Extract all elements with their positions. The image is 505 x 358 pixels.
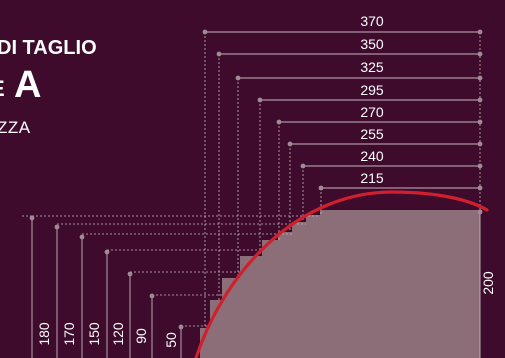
height-label-120: 120	[110, 322, 126, 346]
height-label-200: 200	[480, 271, 496, 295]
width-label-255: 255	[360, 126, 384, 142]
width-label-295: 295	[360, 82, 384, 98]
height-dimension-dots	[29, 209, 483, 330]
title-line-2-prefix: E	[0, 76, 5, 102]
cutting-arc-curve	[194, 190, 489, 358]
width-label-370: 370	[360, 13, 384, 29]
width-label-325: 325	[360, 59, 384, 75]
title-line-1: DI TAGLIO	[0, 37, 97, 59]
height-extension-lines	[22, 215, 320, 327]
height-dimension-lines	[31, 212, 481, 358]
width-label-240: 240	[360, 148, 384, 164]
stepped-profile-shape	[200, 210, 480, 358]
title-line-3: ZZA	[0, 118, 31, 137]
width-label-215: 215	[360, 170, 384, 186]
width-extension-lines	[204, 32, 481, 328]
height-label-170: 170	[61, 322, 77, 346]
height-label-90: 90	[133, 328, 149, 344]
width-label-270: 270	[360, 104, 384, 120]
height-label-150: 150	[86, 322, 102, 346]
height-label-50: 50	[163, 332, 179, 348]
title-line-2-letter: A	[14, 64, 42, 106]
width-dimension-dots	[202, 29, 483, 191]
height-label-180: 180	[36, 322, 52, 346]
width-label-350: 350	[360, 36, 384, 52]
width-dimension-lines	[205, 31, 480, 189]
